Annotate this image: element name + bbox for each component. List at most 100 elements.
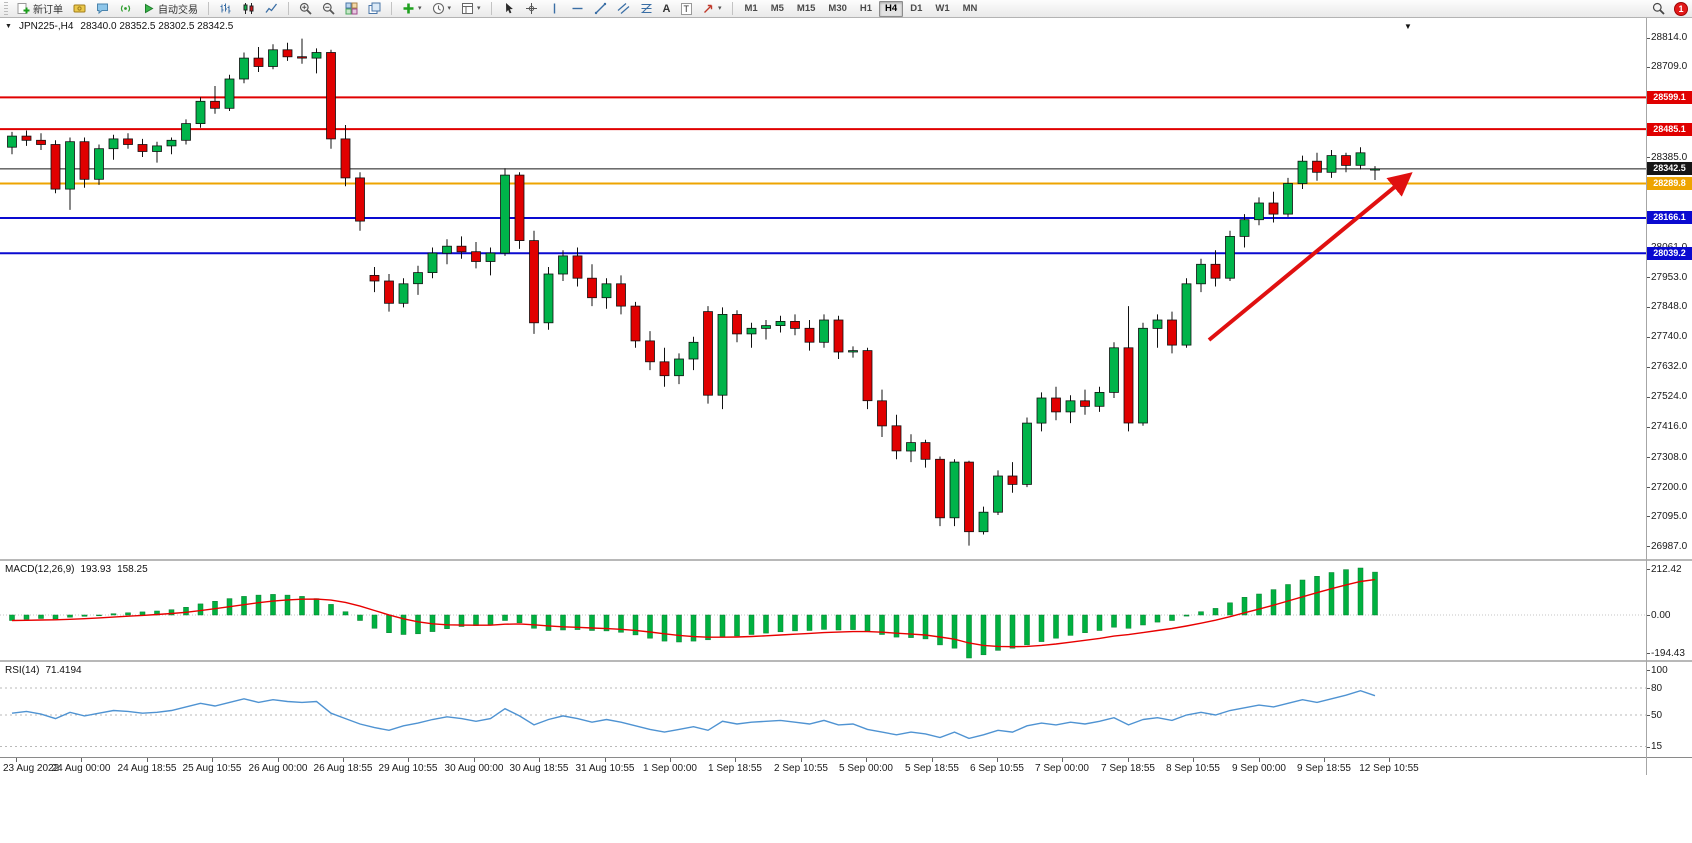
vertical-line-tool-button[interactable]	[544, 0, 565, 17]
time-axis-label: 2 Sep 10:55	[774, 763, 828, 774]
indicators-button[interactable]: ▾	[398, 0, 426, 17]
chat-icon	[97, 3, 108, 15]
panel-splitter[interactable]	[0, 660, 1692, 662]
time-tick	[670, 758, 671, 762]
trendline-tool-button[interactable]	[590, 0, 611, 17]
axis-tick	[1646, 688, 1650, 689]
time-tick	[866, 758, 867, 762]
toolbar-grip[interactable]	[4, 2, 8, 15]
tile-windows-button[interactable]	[341, 0, 362, 17]
axis-tick	[1646, 747, 1650, 748]
time-axis-label: 26 Aug 18:55	[313, 763, 373, 774]
line-chart-icon	[265, 3, 278, 13]
toolbar-separator	[288, 2, 289, 15]
cascade-windows-button[interactable]	[364, 0, 385, 17]
time-axis[interactable]: 23 Aug 2022 24 Aug 00:00 24 Aug 18:55 25 Au…	[0, 757, 1692, 775]
timeframe-d1-button[interactable]: D1	[904, 1, 928, 17]
time-tick	[408, 758, 409, 762]
panel-splitter[interactable]	[0, 559, 1692, 561]
notification-badge[interactable]: 1	[1674, 1, 1688, 16]
text-label-tool-button[interactable]: T	[677, 0, 697, 17]
templates-button[interactable]: ▾	[457, 0, 485, 17]
candlestick-chart-button[interactable]	[238, 0, 259, 17]
crosshair-button[interactable]	[521, 0, 542, 17]
timeframe-h4-button[interactable]: H4	[879, 0, 904, 17]
timeframe-m30-button[interactable]: M30	[822, 1, 852, 17]
cursor-button[interactable]	[498, 0, 519, 17]
chart-corner-icon[interactable]: ▼	[1404, 22, 1412, 31]
chart-menu-icon[interactable]: ▼	[5, 23, 12, 30]
timeframe-mn-button[interactable]: MN	[957, 1, 984, 17]
timeframe-m5-button[interactable]: M5	[765, 1, 790, 17]
axis-tick	[1646, 157, 1650, 158]
rsi-name: RSI(14)	[5, 665, 40, 676]
time-axis-label: 7 Sep 18:55	[1101, 763, 1155, 774]
axis-tick	[1646, 67, 1650, 68]
channel-tool-button[interactable]	[613, 0, 634, 17]
autotrading-button[interactable]: 自动交易	[138, 0, 202, 17]
new-order-button[interactable]: 新订单	[13, 0, 67, 17]
macd-panel[interactable]: MACD(12,26,9) 193.93 158.25 212.42 0.00 -1…	[0, 561, 1692, 660]
axis-tick	[1646, 457, 1650, 458]
periods-button[interactable]: ▾	[428, 0, 456, 17]
price-badge: 28342.5	[1647, 162, 1692, 175]
time-tick	[147, 758, 148, 762]
arrows-tool-button[interactable]: ▾	[698, 0, 726, 17]
axis-tick	[1646, 715, 1650, 716]
time-axis-label: 9 Sep 18:55	[1297, 763, 1351, 774]
rsi-panel[interactable]: RSI(14) 71.4194 100 80 50 15	[0, 662, 1692, 757]
chevron-down-icon: ▾	[477, 4, 481, 12]
horizontal-line-tool-button[interactable]	[567, 0, 588, 17]
chevron-down-icon: ▾	[447, 4, 452, 12]
funds-icon	[73, 4, 86, 13]
funds-button[interactable]	[69, 0, 90, 17]
signals-button[interactable]	[115, 0, 136, 17]
chat-button[interactable]	[92, 0, 113, 17]
autotrading-label: 自动交易	[158, 5, 198, 16]
timeframe-m15-button[interactable]: M15	[791, 1, 821, 17]
chevron-down-icon: ▾	[418, 4, 422, 12]
cascade-windows-icon	[368, 2, 381, 14]
text-tool-button[interactable]: A	[659, 0, 675, 17]
timeframe-m1-button[interactable]: M1	[739, 1, 764, 17]
cursor-icon	[505, 3, 513, 14]
search-button[interactable]	[1648, 0, 1669, 17]
price-axis-label: 27740.0	[1651, 331, 1688, 342]
timeframe-h1-button[interactable]: H1	[854, 1, 878, 17]
zoom-in-icon	[299, 2, 312, 15]
axis-tick	[1646, 615, 1650, 616]
macd-canvas[interactable]	[0, 561, 1692, 660]
price-badge: 28166.1	[1647, 211, 1692, 224]
time-tick	[1062, 758, 1063, 762]
candles-series	[7, 38, 1380, 546]
fibonacci-tool-button[interactable]	[636, 0, 657, 17]
timeframe-w1-button[interactable]: W1	[929, 1, 955, 17]
chart-window[interactable]: ▼ JPN225-,H4 28340.0 28352.5 28302.5 283…	[0, 18, 1692, 843]
rsi-axis-label: 100	[1651, 665, 1668, 676]
autotrading-play-icon	[145, 3, 154, 14]
axis-tick	[1646, 516, 1650, 517]
axis-tick	[1646, 569, 1650, 570]
symbol-period-label: JPN225-,H4	[18, 21, 74, 32]
line-chart-button[interactable]	[261, 0, 282, 17]
macd-histogram	[9, 567, 1378, 659]
bar-chart-button[interactable]	[215, 0, 236, 17]
price-axis-label: 28709.0	[1651, 61, 1688, 72]
rsi-label: RSI(14) 71.4194	[5, 665, 82, 676]
price-axis-label: 26987.0	[1651, 541, 1688, 552]
macd-value-signal: 158.25	[117, 564, 148, 575]
price-panel[interactable]: ▼ JPN225-,H4 28340.0 28352.5 28302.5 283…	[0, 18, 1692, 559]
rsi-canvas[interactable]	[0, 662, 1692, 757]
zoom-out-button[interactable]	[318, 0, 339, 17]
new-order-label: 新订单	[33, 5, 63, 16]
crosshair-icon	[525, 3, 537, 14]
toolbar-separator	[208, 2, 209, 15]
time-tick	[735, 758, 736, 762]
indicators-plus-icon	[403, 3, 414, 14]
trend-arrow[interactable]	[1207, 172, 1413, 342]
text-tool-icon: A	[662, 2, 671, 15]
zoom-in-button[interactable]	[295, 0, 316, 17]
time-tick	[997, 758, 998, 762]
price-axis-label: 27200.0	[1651, 482, 1688, 493]
price-chart-canvas[interactable]	[0, 18, 1692, 559]
